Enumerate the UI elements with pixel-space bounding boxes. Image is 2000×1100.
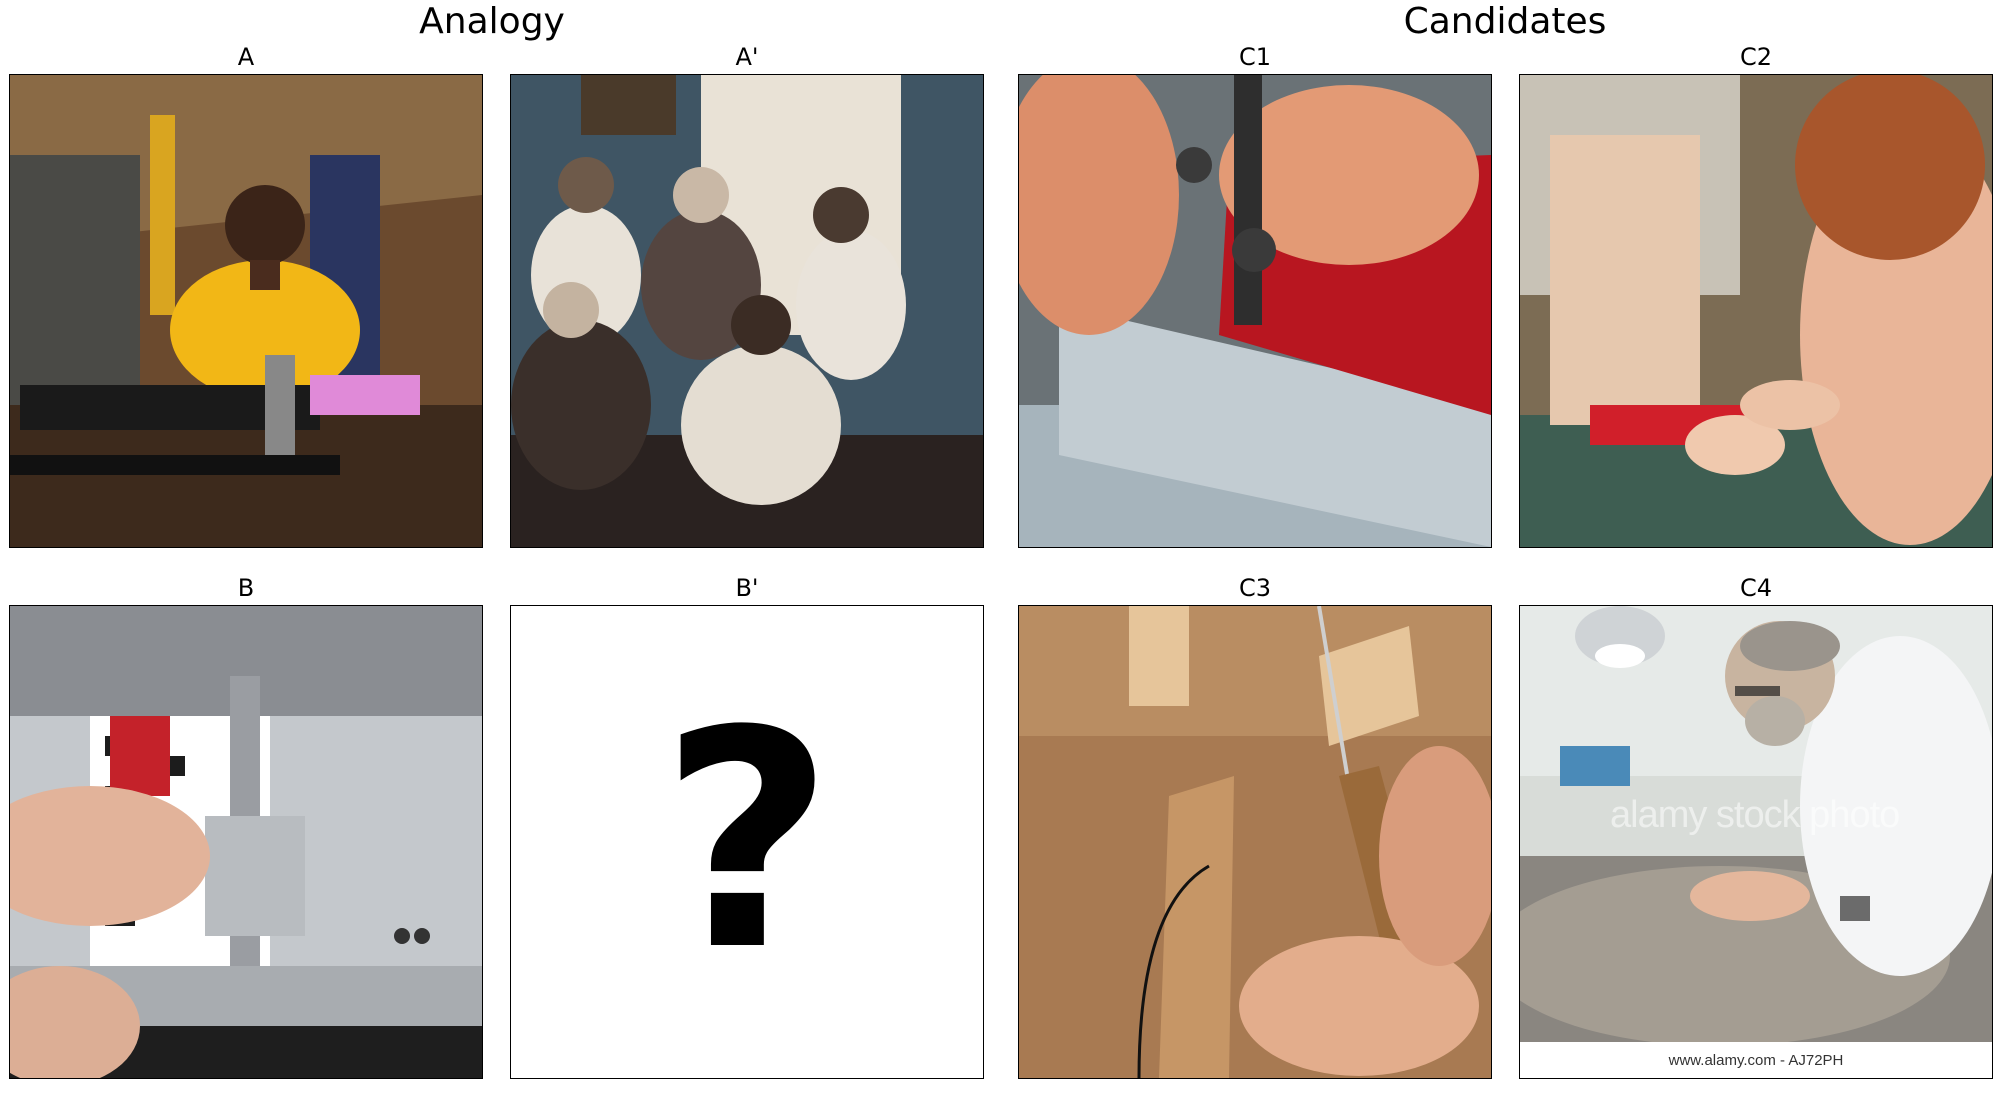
panel-a-image xyxy=(9,74,483,548)
panel-b-prime-placeholder: ? xyxy=(510,605,984,1079)
panel-b-label: B xyxy=(237,574,255,602)
panel-c1-label: C1 xyxy=(1238,43,1272,71)
analogy-header: Analogy xyxy=(419,1,565,42)
panel-c1-image xyxy=(1018,74,1492,548)
panel-a-label: A xyxy=(237,43,255,71)
candidates-header: Candidates xyxy=(1403,1,1607,42)
panel-a-prime-image xyxy=(510,74,984,548)
panel-c3-label: C3 xyxy=(1238,574,1272,602)
panel-b-image xyxy=(9,605,483,1079)
panel-c3-image xyxy=(1018,605,1492,1079)
panel-a-prime-label: A' xyxy=(735,43,759,71)
panel-c4-image: alamy stock photo www.alamy.com - AJ72PH xyxy=(1519,605,1993,1079)
question-mark-icon: ? xyxy=(659,667,835,1016)
c4-watermark: alamy stock photo xyxy=(1610,794,1900,836)
panel-b-prime-label: B' xyxy=(735,574,759,602)
panel-c2-image xyxy=(1519,74,1993,548)
c4-footer: www.alamy.com - AJ72PH xyxy=(1520,1042,1992,1078)
panel-c4-label: C4 xyxy=(1739,574,1773,602)
panel-c2-label: C2 xyxy=(1739,43,1773,71)
